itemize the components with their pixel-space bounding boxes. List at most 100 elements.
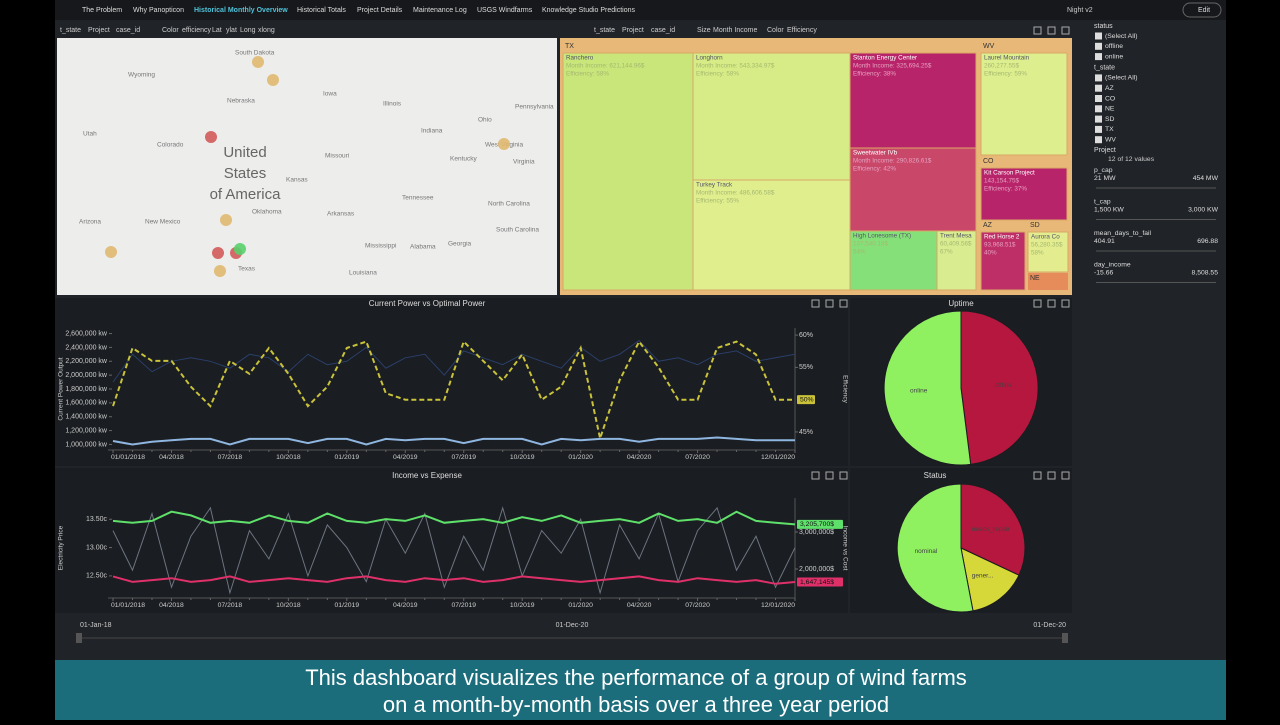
nav-tab[interactable]: Historical Monthly Overview: [194, 7, 288, 14]
toolbar-icon[interactable]: [1061, 299, 1070, 308]
toolbar-icon[interactable]: [1033, 26, 1042, 35]
filter-checkbox[interactable]: [1095, 32, 1102, 40]
nav-tab[interactable]: USGS Windfarms: [477, 7, 533, 14]
map-site-marker[interactable]: [252, 56, 264, 68]
treemap-cell[interactable]: [849, 230, 938, 291]
map-toolbar-item[interactable]: xlong: [258, 27, 275, 34]
map-site-marker[interactable]: [498, 138, 510, 150]
filter-checkbox[interactable]: [1095, 84, 1102, 92]
map-site-marker[interactable]: [267, 74, 279, 86]
map-site-marker[interactable]: [105, 246, 117, 258]
filter-option[interactable]: (Select All): [1105, 33, 1137, 40]
map-site-marker[interactable]: [220, 214, 232, 226]
theme-menu[interactable]: Night v2: [1067, 7, 1093, 14]
nav-tab[interactable]: Maintenance Log: [413, 7, 467, 14]
treemap-cell[interactable]: [849, 147, 977, 232]
nav-tab[interactable]: Why Panopticon: [133, 7, 184, 14]
map-place-label: Louisiana: [349, 270, 377, 277]
toolbar-icon[interactable]: [825, 471, 834, 480]
timeline-handle[interactable]: [76, 633, 82, 643]
pie-slice[interactable]: [883, 310, 972, 466]
nav-tab[interactable]: Project Details: [357, 7, 403, 14]
treemap-toolbar-item[interactable]: Project: [622, 27, 644, 34]
filter-checkbox[interactable]: [1095, 74, 1102, 82]
map-site-marker[interactable]: [205, 131, 217, 143]
filter-checkbox[interactable]: [1095, 53, 1102, 61]
map-place-label: Mississippi: [365, 243, 396, 250]
x-tick-label: 04/2020: [627, 454, 652, 461]
map-toolbar-item[interactable]: Color: [162, 27, 179, 34]
treemap-cell[interactable]: [936, 230, 977, 291]
toolbar-icon[interactable]: [839, 299, 848, 308]
treemap-cell[interactable]: [980, 52, 1068, 156]
map-toolbar-item[interactable]: case_id: [116, 27, 140, 34]
toolbar-icon[interactable]: [1061, 471, 1070, 480]
toolbar-icon[interactable]: [1033, 299, 1042, 308]
filter-option[interactable]: NE: [1105, 106, 1115, 113]
toolbar-icon[interactable]: [811, 299, 820, 308]
treemap-toolbar-item[interactable]: Efficiency: [787, 27, 817, 34]
treemap-toolbar-item[interactable]: t_state: [594, 27, 615, 34]
map-toolbar-item[interactable]: Long: [240, 27, 256, 34]
toolbar-icon[interactable]: [1033, 471, 1042, 480]
pie-slice[interactable]: [960, 547, 1020, 612]
map-place-label: Indiana: [421, 128, 443, 135]
filter-option[interactable]: AZ: [1105, 85, 1114, 92]
timeline-handle[interactable]: [1062, 633, 1068, 643]
filter-summary[interactable]: 12 of 12 values: [1108, 156, 1155, 163]
filter-option[interactable]: WV: [1105, 136, 1116, 143]
filter-checkbox[interactable]: [1095, 115, 1102, 123]
toolbar-icon[interactable]: [1061, 26, 1070, 35]
map-site-marker[interactable]: [234, 243, 246, 255]
filter-checkbox[interactable]: [1095, 136, 1102, 144]
map-site-marker[interactable]: [212, 247, 224, 259]
filter-option[interactable]: online: [1105, 53, 1123, 60]
map-toolbar-item[interactable]: t_state: [60, 27, 81, 34]
y-tick-label: 13.50c: [86, 516, 108, 523]
nav-tab[interactable]: Knowledge Studio Predictions: [542, 7, 636, 14]
toolbar-icon[interactable]: [1047, 471, 1056, 480]
filter-option[interactable]: CO: [1105, 95, 1115, 102]
treemap-cell[interactable]: [692, 52, 851, 181]
treemap-cell[interactable]: [849, 52, 977, 149]
filter-title: Project: [1094, 147, 1116, 154]
map-toolbar-item[interactable]: Lat: [212, 27, 222, 34]
treemap-cell[interactable]: [692, 179, 851, 291]
map-toolbar-item[interactable]: ylat: [226, 27, 237, 34]
toolbar-icon[interactable]: [825, 299, 834, 308]
map-toolbar-item[interactable]: Project: [88, 27, 110, 34]
edit-button[interactable]: [1182, 2, 1222, 18]
filter-checkbox[interactable]: [1095, 42, 1102, 50]
filter-option[interactable]: offline: [1105, 43, 1123, 50]
treemap-toolbar-item[interactable]: Month Income: [713, 27, 757, 34]
treemap-cell[interactable]: [980, 231, 1026, 291]
treemap-toolbar-item[interactable]: case_id: [651, 27, 675, 34]
filter-checkbox[interactable]: [1095, 95, 1102, 102]
filter-option[interactable]: TX: [1105, 126, 1114, 133]
filter-checkbox[interactable]: [1095, 125, 1102, 133]
value-label: 50%: [800, 396, 814, 403]
nav-tab[interactable]: The Problem: [82, 7, 122, 14]
toolbar-icon[interactable]: [1047, 26, 1056, 35]
x-tick-label: 07/2019: [451, 454, 476, 461]
nav-tab[interactable]: Historical Totals: [297, 7, 346, 14]
pie-slice[interactable]: [896, 483, 974, 613]
toolbar-icon[interactable]: [1047, 299, 1056, 308]
pie-slice[interactable]: [960, 483, 1026, 576]
toolbar-icon[interactable]: [811, 471, 820, 480]
filter-checkbox[interactable]: [1095, 105, 1102, 113]
map-site-marker[interactable]: [214, 265, 226, 277]
filter-option[interactable]: (Select All): [1105, 75, 1137, 82]
treemap-toolbar-item[interactable]: Color: [767, 27, 784, 34]
filter-option[interactable]: SD: [1105, 116, 1115, 123]
map-place-label: South Dakota: [235, 50, 275, 57]
map-toolbar-item[interactable]: efficiency: [182, 27, 212, 34]
toolbar-icon[interactable]: [839, 471, 848, 480]
pie-slice[interactable]: [960, 310, 1039, 465]
treemap-toolbar-item[interactable]: Size: [697, 27, 711, 34]
treemap-cell[interactable]: [1027, 231, 1069, 273]
x-tick-label: 01/01/2018: [111, 602, 145, 609]
treemap-cell[interactable]: [562, 52, 694, 291]
edit-button-label[interactable]: Edit: [1198, 7, 1210, 14]
treemap-cell[interactable]: [980, 167, 1068, 221]
